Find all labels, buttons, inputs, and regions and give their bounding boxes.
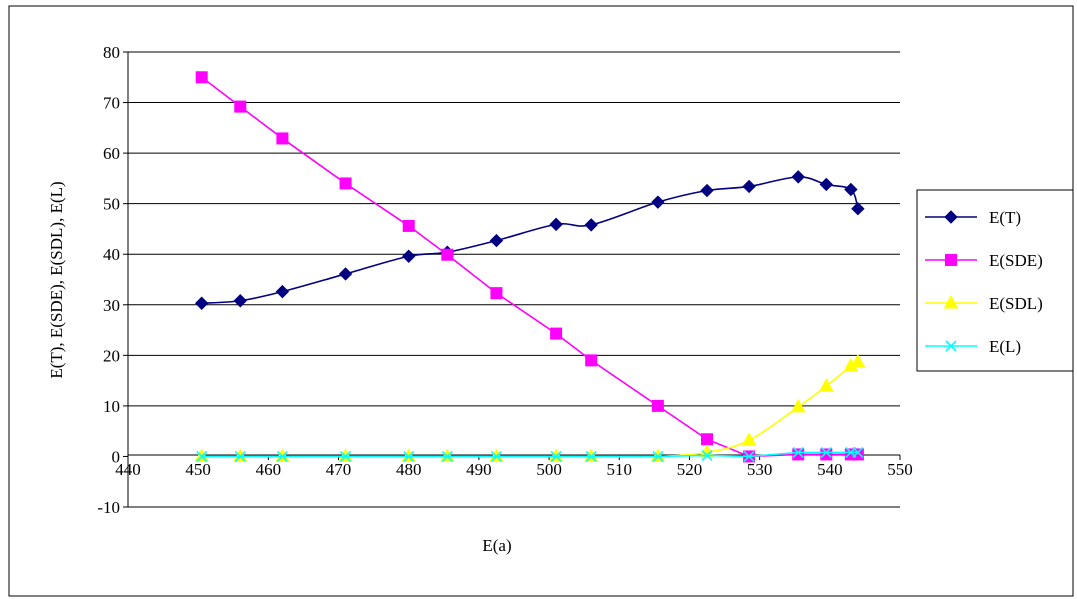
- legend: E(T) E(SDE) E(SDL) E(L): [916, 189, 1074, 372]
- data-point-0-6: [489, 233, 504, 248]
- data-point-3-13: [820, 446, 832, 458]
- data-point-3-5: [441, 450, 453, 463]
- data-point-1-12: [792, 448, 805, 461]
- data-point-2-12: [790, 398, 806, 413]
- series-group: [194, 71, 866, 463]
- data-point-3-7: [550, 450, 562, 463]
- data-point-1-15: [851, 448, 864, 461]
- x-tick-label-0: 440: [115, 460, 141, 479]
- data-point-1-4: [402, 219, 415, 232]
- data-point-1-0: [195, 71, 208, 84]
- data-point-3-1: [234, 450, 246, 463]
- data-point-3-12: [792, 446, 804, 458]
- x-tick-label-1: 450: [185, 460, 211, 479]
- data-point-0-1: [233, 294, 247, 308]
- y-tick-label-1: 0: [112, 447, 121, 466]
- data-point-1-3: [339, 177, 352, 190]
- legend-box: [916, 189, 1074, 372]
- y-tick-label-8: 70: [103, 94, 120, 113]
- legend-marker-3: [945, 340, 957, 352]
- series-0: [194, 170, 865, 310]
- data-point-3-9: [652, 450, 664, 463]
- series-line-1: [201, 76, 858, 458]
- y-tick-label-7: 60: [103, 144, 120, 163]
- legend-label-3: E(L): [989, 337, 1021, 356]
- data-point-3-3: [339, 450, 352, 463]
- gridlines: [128, 51, 900, 508]
- series-line-3: [201, 451, 858, 458]
- data-point-0-14: [844, 182, 858, 197]
- data-point-0-2: [275, 284, 290, 299]
- x-tick-label-10: 540: [817, 460, 843, 479]
- legend-marker-2: [943, 294, 959, 309]
- legend-label-1: E(SDE): [989, 251, 1043, 270]
- legend-label-2: E(SDL): [989, 294, 1043, 313]
- y-axis-title: E(T), E(SDE), E(SDL), E(L): [47, 181, 66, 378]
- y-tick-label-2: 10: [103, 397, 120, 416]
- data-point-1-10: [701, 433, 713, 446]
- data-point-2-15: [850, 353, 866, 368]
- data-point-1-9: [651, 399, 664, 412]
- y-tick-label-0: -10: [97, 498, 120, 517]
- x-tick-label-6: 500: [536, 460, 562, 479]
- legend-marker-0: [944, 210, 958, 224]
- data-point-0-0: [194, 296, 209, 310]
- legend-entry-1: E(SDE): [925, 251, 1043, 270]
- data-point-3-4: [403, 450, 415, 463]
- data-point-0-12: [791, 170, 805, 184]
- data-point-3-11: [743, 450, 755, 463]
- series-1: [195, 71, 864, 463]
- y-tick-label-4: 30: [103, 296, 120, 315]
- x-tick-label-11: 550: [887, 460, 913, 479]
- data-point-0-8: [584, 218, 598, 232]
- data-point-1-7: [550, 327, 563, 340]
- data-point-0-7: [549, 217, 563, 232]
- data-point-0-10: [700, 183, 714, 198]
- legend-label-0: E(T): [989, 208, 1021, 227]
- y-tick-label-9: 80: [103, 43, 120, 62]
- data-point-3-0: [196, 450, 208, 463]
- data-point-1-13: [820, 448, 833, 461]
- x-tick-label-9: 530: [747, 460, 773, 479]
- x-tick-label-3: 470: [326, 460, 352, 479]
- data-point-2-11: [741, 432, 757, 446]
- tick-labels: -10 0 10 20 30 40 50 60 70 80 440 450 460 470 480 490 50…: [97, 43, 912, 517]
- y-tick-label-5: 40: [103, 245, 120, 264]
- data-point-1-8: [585, 354, 598, 367]
- data-point-1-6: [490, 287, 503, 300]
- plot-area: [128, 52, 900, 507]
- data-point-3-10: [701, 449, 713, 461]
- y-tick-label-3: 20: [103, 346, 120, 365]
- legend-entry-3: E(L): [925, 337, 1021, 356]
- data-point-0-9: [651, 195, 665, 209]
- x-tick-label-2: 460: [256, 460, 282, 479]
- data-point-1-1: [234, 100, 247, 113]
- data-point-0-11: [742, 179, 756, 194]
- data-point-3-6: [490, 450, 503, 463]
- data-point-0-13: [819, 177, 834, 192]
- x-tick-label-4: 480: [396, 460, 422, 479]
- legend-entry-2: E(SDL): [925, 294, 1043, 313]
- y-tick-label-6: 50: [103, 195, 120, 214]
- data-point-1-5: [441, 248, 454, 261]
- x-axis-title: E(a): [482, 536, 511, 555]
- series-line-0: [201, 176, 859, 305]
- legend-marker-1: [945, 254, 957, 266]
- data-point-3-2: [276, 450, 288, 463]
- data-point-2-13: [818, 378, 834, 392]
- data-point-1-2: [276, 132, 289, 145]
- data-point-3-15: [852, 446, 864, 458]
- x-tick-label-5: 490: [466, 460, 492, 479]
- data-point-0-4: [402, 249, 416, 263]
- x-tick-label-8: 520: [677, 460, 703, 479]
- data-point-0-15: [851, 202, 865, 216]
- x-tick-label-7: 510: [607, 460, 633, 479]
- data-point-3-8: [585, 450, 597, 463]
- legend-entry-0: E(T): [925, 208, 1021, 227]
- series-3: [196, 446, 864, 463]
- data-point-0-3: [338, 267, 353, 281]
